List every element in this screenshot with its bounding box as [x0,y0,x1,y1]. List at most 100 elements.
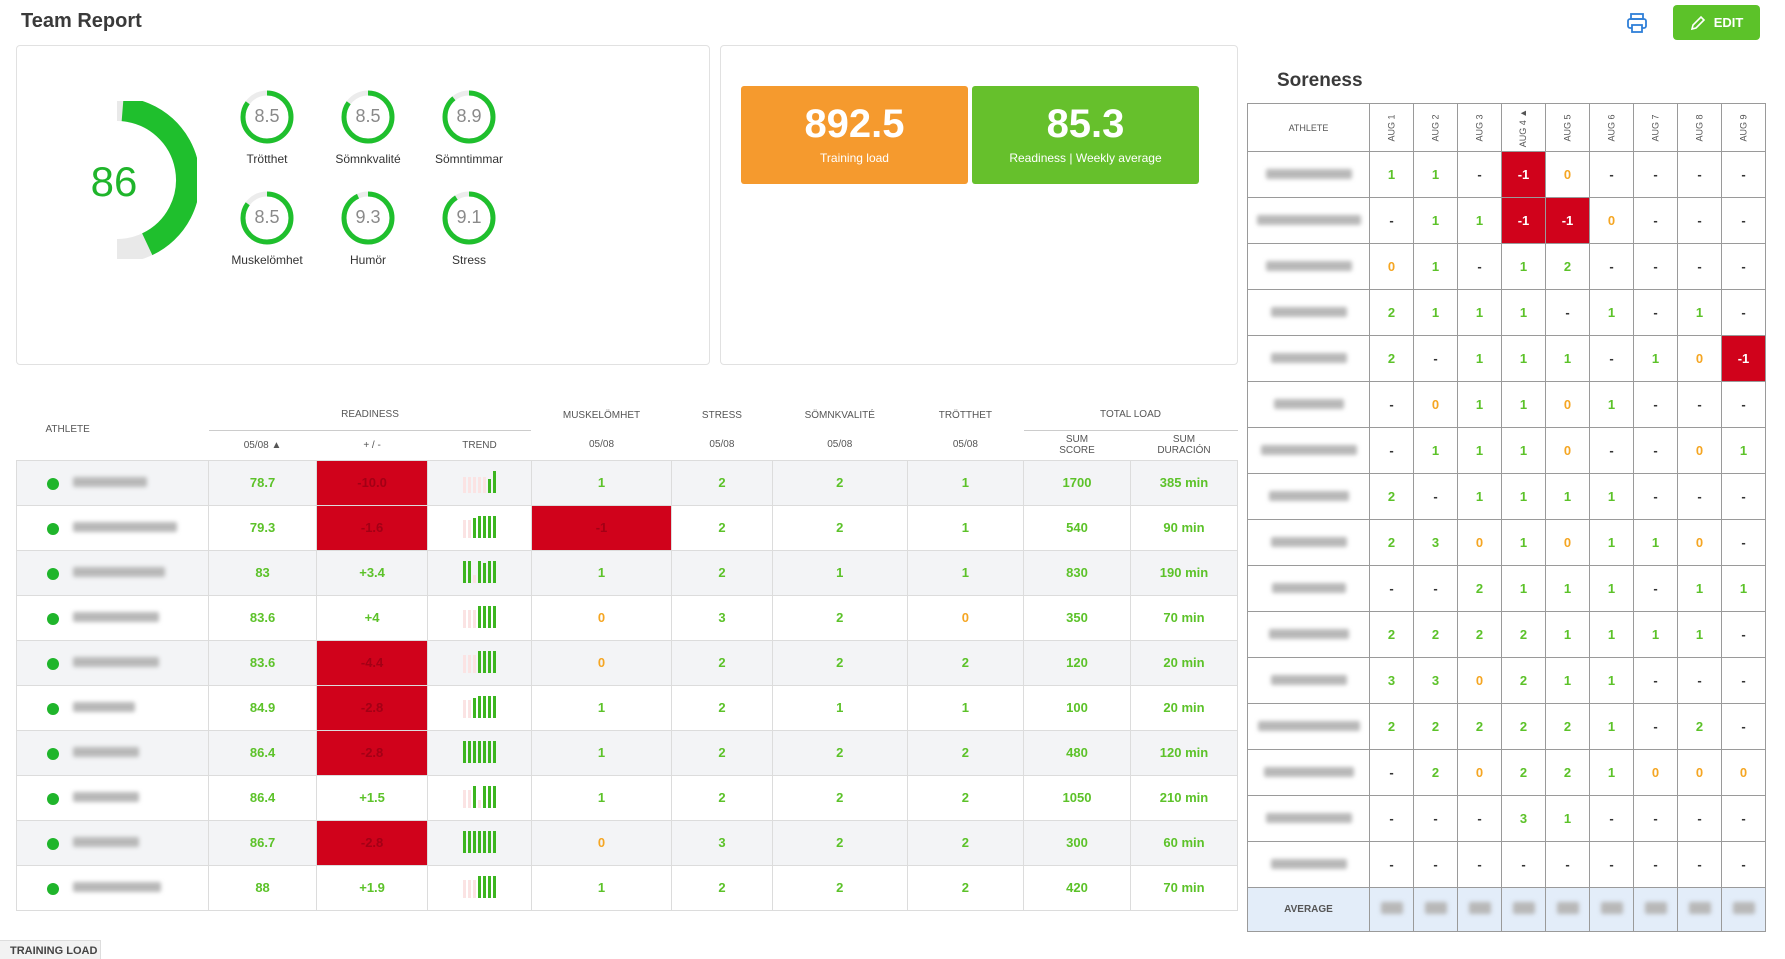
soreness-athlete-cell[interactable] [1247,611,1370,658]
athlete-cell[interactable] [15,594,210,641]
stress-date-header[interactable]: 05/08 [709,439,735,451]
status-dot [47,657,59,670]
soreness-date-header[interactable]: AUG 9 [1721,103,1766,152]
soreness-date-header[interactable]: AUG 4 ▲ [1501,103,1546,152]
soreness-cell: 1 [1721,427,1766,474]
soreness-athlete-cell[interactable] [1247,335,1370,382]
soreness-cell: 0 [1721,749,1766,796]
diff-header[interactable]: + / - [363,439,381,451]
table-row[interactable]: 83.6 +4 0 3 2 0 350 70 min [15,594,1239,641]
status-dot [47,837,59,850]
athlete-cell[interactable] [15,684,210,731]
athlete-name-redacted [73,522,177,532]
soreness-cell: 0 [1413,381,1458,428]
soreness-date-header[interactable]: AUG 3 [1457,103,1502,152]
soreness-date-label: AUG 3 [1474,113,1485,142]
soreness-date-header[interactable]: AUG 5 [1545,103,1590,152]
soreness-row[interactable]: -1 1 -1 -1 0- - - [1247,197,1766,244]
athlete-name-redacted [73,882,161,892]
soreness-cell: - [1369,841,1414,888]
soreness-athlete-cell[interactable] [1247,519,1370,566]
soreness-date-header[interactable]: AUG 8 [1677,103,1722,152]
table-row[interactable]: 83.6 -4.4 0 2 2 2 120 20 min [15,639,1239,686]
soreness-date-header[interactable]: AUG 7 [1633,103,1678,152]
trott-date-header[interactable]: 05/08 [952,439,978,451]
soreness-athlete-header[interactable]: ATHLETE [1247,103,1370,152]
athlete-name-redacted [73,792,139,802]
soreness-athlete-cell[interactable] [1247,197,1370,244]
soreness-cell: - [1545,289,1590,336]
table-row[interactable]: 79.3 -1.6 -1 2 2 1 540 90 min [15,504,1239,551]
soreness-cell: 2 [1501,611,1546,658]
athlete-cell[interactable] [15,729,210,776]
print-button[interactable] [1626,12,1648,34]
athlete-cell[interactable] [15,549,210,596]
soreness-athlete-cell[interactable] [1247,795,1370,842]
athlete-cell[interactable] [15,459,210,506]
table-row[interactable]: 86.7 -2.8 0 3 2 2 300 60 min [15,819,1239,866]
readiness-date-sort-header[interactable]: 05/08 ▲ [243,439,282,451]
table-row[interactable]: 83 +3.4 1 2 1 1 830 190 min [15,549,1239,596]
musk-date-header[interactable]: 05/08 [588,439,615,451]
soreness-athlete-cell[interactable] [1247,657,1370,704]
athlete-header[interactable]: ATHLETE [45,424,90,436]
soreness-cell: 2 [1457,611,1502,658]
soreness-cell: 0 [1633,749,1678,796]
soreness-athlete-cell[interactable] [1247,565,1370,612]
edit-button[interactable]: EDIT [1673,5,1760,40]
athlete-name-redacted [1273,399,1344,409]
sum-duration-header[interactable]: SUM DURACIÓN [1157,434,1211,456]
soreness-athlete-cell[interactable] [1247,381,1370,428]
table-row[interactable]: 86.4 -2.8 1 2 2 2 480 120 min [15,729,1239,776]
athlete-cell[interactable] [15,864,210,911]
table-row[interactable]: 78.7 -10.0 1 2 2 1 1700 385 min [15,459,1239,506]
soreness-athlete-cell[interactable] [1247,243,1370,290]
sum-score-cell: 420 [1023,864,1131,911]
tab-training-load[interactable]: TRAINING LOAD [0,940,101,959]
soreness-athlete-cell[interactable] [1247,703,1370,750]
athlete-cell[interactable] [15,774,210,821]
soreness-row[interactable]: --------- [1247,841,1766,888]
table-row[interactable]: 84.9 -2.8 1 2 1 1 100 20 min [15,684,1239,731]
soreness-cell: 0 [1545,151,1590,198]
soreness-row[interactable]: 2-1 1 1-1 0 -1 [1247,335,1766,382]
stress-cell: 2 [671,774,773,821]
soreness-date-header[interactable]: AUG 2 [1413,103,1458,152]
soreness-cell: -1 [1501,151,1546,198]
soreness-athlete-cell[interactable] [1247,427,1370,474]
soreness-cell: - [1633,565,1678,612]
soreness-date-header[interactable]: AUG 1 [1369,103,1414,152]
table-row[interactable]: 88 +1.9 1 2 2 2 420 70 min [15,864,1239,911]
table-row[interactable]: 86.4 +1.5 1 2 2 2 1050 210 min [15,774,1239,821]
soreness-athlete-cell[interactable] [1247,151,1370,198]
somn-date-header[interactable]: 05/08 [827,439,853,451]
soreness-athlete-cell[interactable] [1247,289,1370,336]
soreness-athlete-cell[interactable] [1247,841,1370,888]
soreness-date-header[interactable]: AUG 6 [1589,103,1634,152]
sum-score-header[interactable]: SUM SCORE [1059,434,1095,456]
trend-cell [427,819,532,866]
soreness-row[interactable]: 1 1- -1 0- - - - [1247,151,1766,198]
soreness-cell: 1 [1413,151,1458,198]
athlete-cell[interactable] [15,639,210,686]
soreness-cell: 1 [1633,611,1678,658]
soreness-athlete-cell[interactable] [1247,749,1370,796]
athlete-cell[interactable] [15,819,210,866]
soreness-athlete-cell[interactable] [1247,473,1370,520]
athlete-cell[interactable] [15,504,210,551]
gauge-value: 8.5 [355,106,381,126]
soreness-cell: 1 [1457,289,1502,336]
soreness-cell: - [1633,703,1678,750]
